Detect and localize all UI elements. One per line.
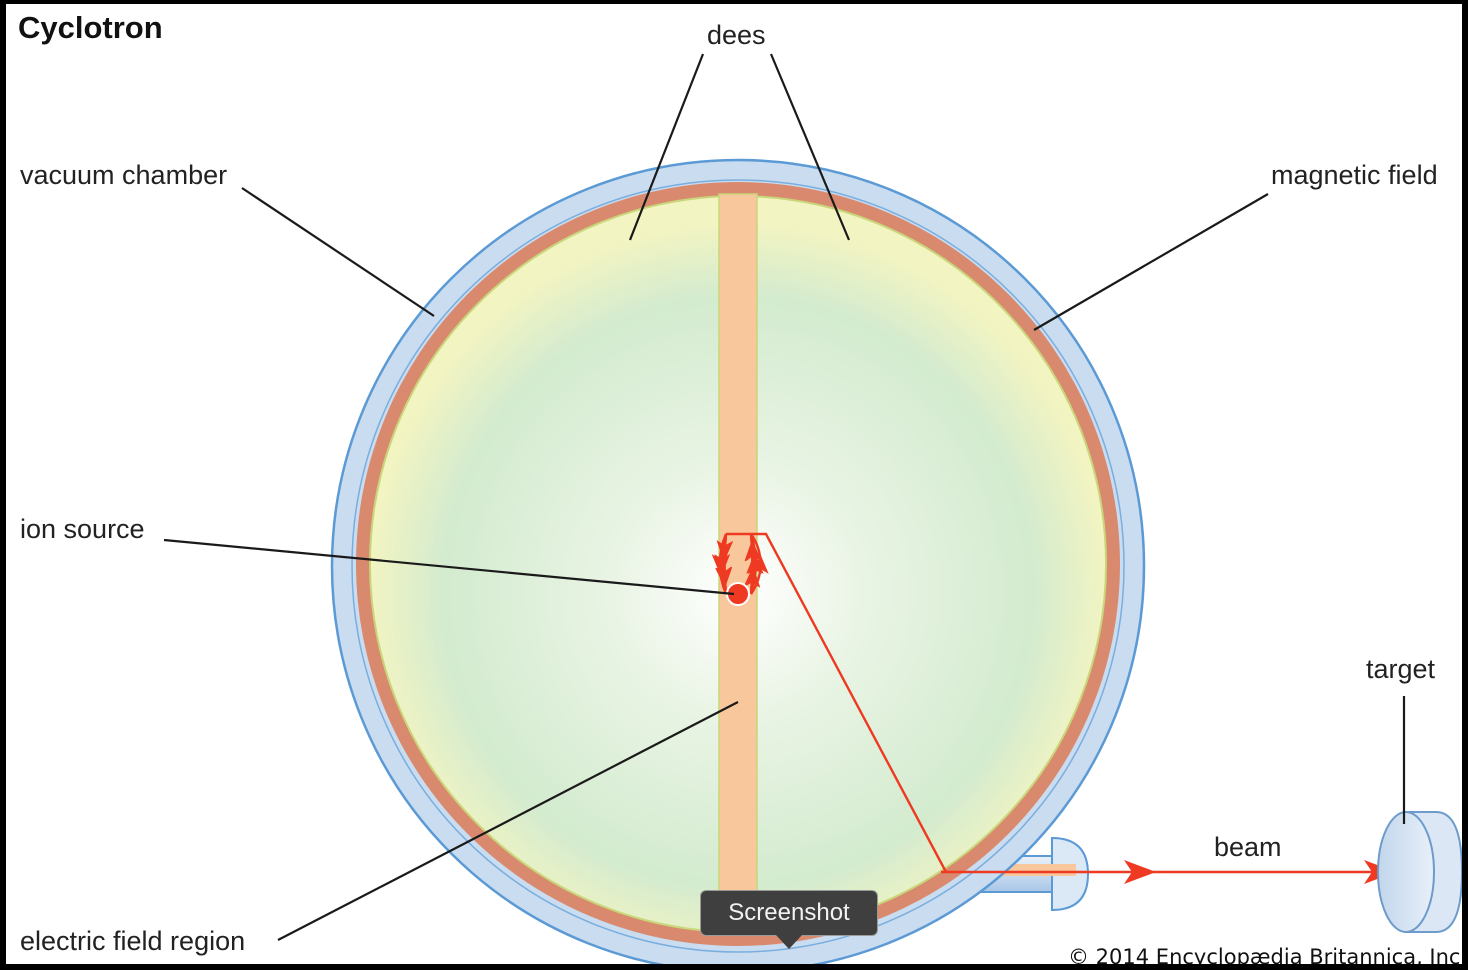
leader-ion-source bbox=[163, 538, 735, 596]
label-dees: dees bbox=[707, 20, 766, 50]
screenshot-tooltip: Screenshot bbox=[700, 890, 878, 936]
particle-spiral bbox=[711, 532, 948, 873]
spiral-arrowhead bbox=[743, 567, 760, 588]
leader-dees-left bbox=[628, 53, 705, 241]
spiral-arrowhead bbox=[717, 540, 734, 561]
target bbox=[1377, 811, 1462, 933]
tooltip-label: Screenshot bbox=[728, 899, 850, 926]
label-ion-source: ion source bbox=[20, 514, 145, 544]
label-vacuum-chamber: vacuum chamber bbox=[20, 160, 227, 190]
leader-magnetic-field bbox=[1033, 193, 1269, 331]
label-beam: beam bbox=[1214, 832, 1282, 862]
leader-electric-field bbox=[277, 701, 739, 941]
label-target: target bbox=[1366, 654, 1436, 684]
cyclotron-diagram: Cyclotron dees vacuum chamber magnetic f… bbox=[18, 10, 1462, 964]
spiral-arrowhead bbox=[716, 566, 733, 588]
leader-dees-right bbox=[769, 53, 851, 241]
label-magnetic-field: magnetic field bbox=[1271, 160, 1438, 190]
leader-vacuum-chamber bbox=[241, 187, 435, 317]
chamber-inner-edge bbox=[351, 179, 1125, 953]
copyright-notice: © 2014 Encyclopædia Britannica, Inc. bbox=[1068, 945, 1462, 964]
tooltip-pointer bbox=[776, 935, 802, 949]
extraction-path bbox=[726, 532, 948, 873]
diagram-title: Cyclotron bbox=[18, 10, 163, 45]
spiral-arrowhead bbox=[746, 554, 763, 575]
label-electric-field-region: electric field region bbox=[20, 926, 245, 956]
spiral-arrowhead bbox=[744, 540, 761, 562]
beam-arrow-1 bbox=[1124, 860, 1156, 884]
spiral-arrowhead bbox=[714, 553, 731, 574]
figure-frame: Cyclotron dees vacuum chamber magnetic f… bbox=[6, 4, 1462, 964]
